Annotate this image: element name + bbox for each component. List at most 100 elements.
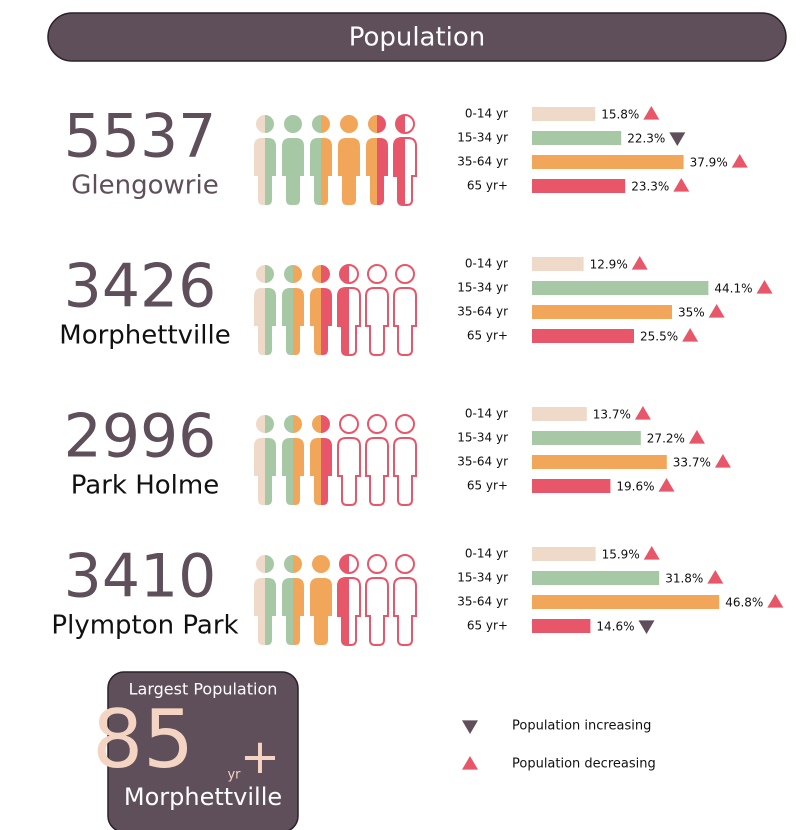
bar (532, 455, 667, 469)
trend-marker (673, 178, 690, 192)
bar (532, 547, 596, 561)
value-label: 15.9% (602, 548, 640, 562)
highlight-unit: yr (227, 768, 241, 783)
value-label: 25.5% (640, 330, 678, 344)
value-label: 46.8% (725, 596, 763, 610)
person-icon (337, 554, 361, 646)
title-pill (47, 12, 787, 62)
person-half (349, 415, 360, 505)
person-outline (365, 414, 389, 506)
person-half (321, 415, 332, 505)
group-label: 65 yr+ (467, 329, 508, 343)
person-outline (337, 264, 361, 356)
trend-marker (658, 478, 675, 492)
person-half (366, 555, 377, 645)
highlight-title: Largest Population (129, 680, 278, 699)
person-half (265, 555, 276, 645)
person-icon (254, 415, 276, 505)
person-half (349, 265, 360, 355)
legend-label: Population decreasing (512, 757, 656, 772)
person-icon (393, 114, 417, 206)
trend-marker (731, 154, 748, 168)
person-outline (365, 264, 389, 356)
title: Population (349, 23, 486, 53)
person-icon (366, 115, 388, 205)
person-icon (254, 115, 276, 205)
person-icon (282, 115, 304, 205)
bar (532, 619, 591, 633)
person-half (254, 265, 265, 355)
person-half (282, 415, 293, 505)
person-icon (310, 265, 332, 355)
group-label: 35-64 yr (457, 595, 508, 609)
person-half (405, 265, 416, 355)
person-half (377, 555, 388, 645)
value-label: 33.7% (673, 456, 711, 470)
group-label: 0-14 yr (465, 547, 508, 561)
person-half (377, 415, 388, 505)
person-icon (310, 555, 332, 645)
person-half (405, 555, 416, 645)
person-half (282, 555, 293, 645)
value-label: 44.1% (714, 282, 752, 296)
person-outline (393, 264, 417, 356)
person-half (321, 265, 332, 355)
person-icon (393, 264, 417, 356)
group-label: 65 yr+ (467, 179, 508, 193)
bar (532, 571, 660, 585)
person-half (394, 555, 405, 645)
person-icon (365, 264, 389, 356)
legend-marker (462, 720, 478, 734)
trend-marker (643, 106, 660, 120)
person-half (254, 115, 265, 205)
value-label: 31.8% (665, 572, 703, 586)
bar (532, 131, 622, 145)
person-half (377, 115, 388, 205)
person-half (321, 115, 332, 205)
person-half (405, 415, 416, 505)
bar (532, 329, 634, 343)
group-label: 35-64 yr (457, 455, 508, 469)
group-label: 15-34 yr (457, 571, 508, 585)
legend-marker (462, 756, 478, 770)
group-label: 65 yr+ (467, 619, 508, 633)
value-label: 15.8% (601, 108, 639, 122)
person-half (321, 555, 332, 645)
person-icon (254, 265, 276, 355)
person-half (338, 415, 349, 505)
person-half (265, 115, 276, 205)
group-label: 15-34 yr (457, 131, 508, 145)
value-label: 13.7% (593, 408, 631, 422)
person-icon (282, 265, 304, 355)
trend-marker (634, 406, 651, 420)
suburb-name: Park Holme (71, 471, 219, 501)
person-half (265, 265, 276, 355)
group-label: 35-64 yr (457, 305, 508, 319)
person-half (394, 265, 405, 355)
highlight-box (107, 671, 299, 830)
person-half (254, 555, 265, 645)
person-half (293, 415, 304, 505)
group-label: 15-34 yr (457, 281, 508, 295)
person-icon (254, 555, 276, 645)
person-half (366, 265, 377, 355)
person-outline (393, 554, 417, 646)
bar (532, 155, 684, 169)
trend-marker (756, 280, 773, 294)
population: 2996 (64, 402, 217, 472)
person-outline (337, 414, 361, 506)
person-icon (337, 264, 361, 356)
bar (532, 107, 596, 121)
highlight-suffix: + (240, 729, 280, 785)
person-half (338, 555, 349, 645)
person-half (349, 115, 360, 205)
trend-marker (631, 256, 648, 270)
person-icon (310, 115, 332, 205)
person-half (310, 415, 321, 505)
bar (532, 431, 641, 445)
person-half (394, 115, 405, 205)
suburb-name: Plympton Park (51, 611, 238, 641)
bar (532, 595, 720, 609)
trend-marker (767, 594, 784, 608)
person-half (293, 265, 304, 355)
